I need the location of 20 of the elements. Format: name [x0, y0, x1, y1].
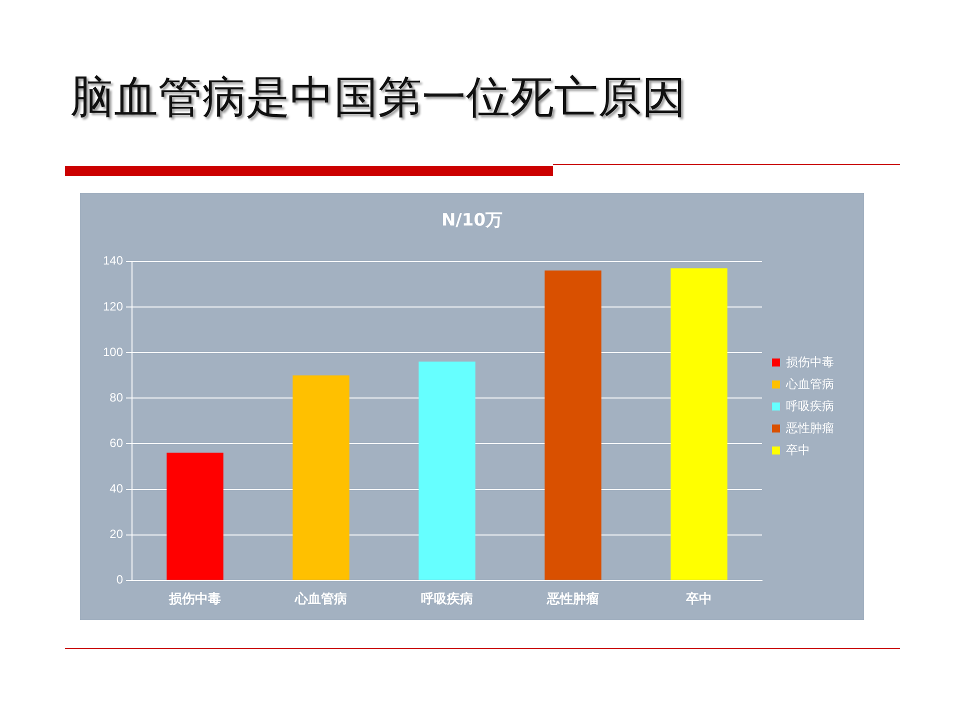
x-tick-label: 心血管病	[294, 590, 348, 606]
y-tick-label: 120	[102, 299, 124, 314]
y-tick-label: 140	[102, 254, 124, 268]
x-tick-label: 损伤中毒	[168, 590, 222, 606]
legend-label: 卒中	[786, 442, 810, 457]
y-tick-label: 20	[110, 527, 124, 542]
y-tick-label: 100	[102, 344, 124, 359]
y-tick-label: 0	[116, 572, 124, 587]
y-tick-label: 60	[110, 436, 124, 450]
y-tick-label: 80	[110, 390, 124, 404]
legend-label: 呼吸疾病	[786, 398, 834, 413]
x-tick-label: 呼吸疾病	[421, 590, 474, 606]
legend-label: 心血管病	[785, 376, 834, 391]
x-tick-label: 卒中	[685, 590, 712, 606]
legend-label: 损伤中毒	[786, 354, 834, 369]
chart-subtitle: N/10万	[441, 210, 503, 231]
x-tick-label: 恶性肿瘤	[546, 590, 600, 606]
legend-label: 恶性肿瘤	[785, 420, 834, 435]
chart-title: 脑血管病是中国第一位死亡原因	[70, 71, 686, 125]
y-tick-label: 40	[110, 482, 124, 496]
